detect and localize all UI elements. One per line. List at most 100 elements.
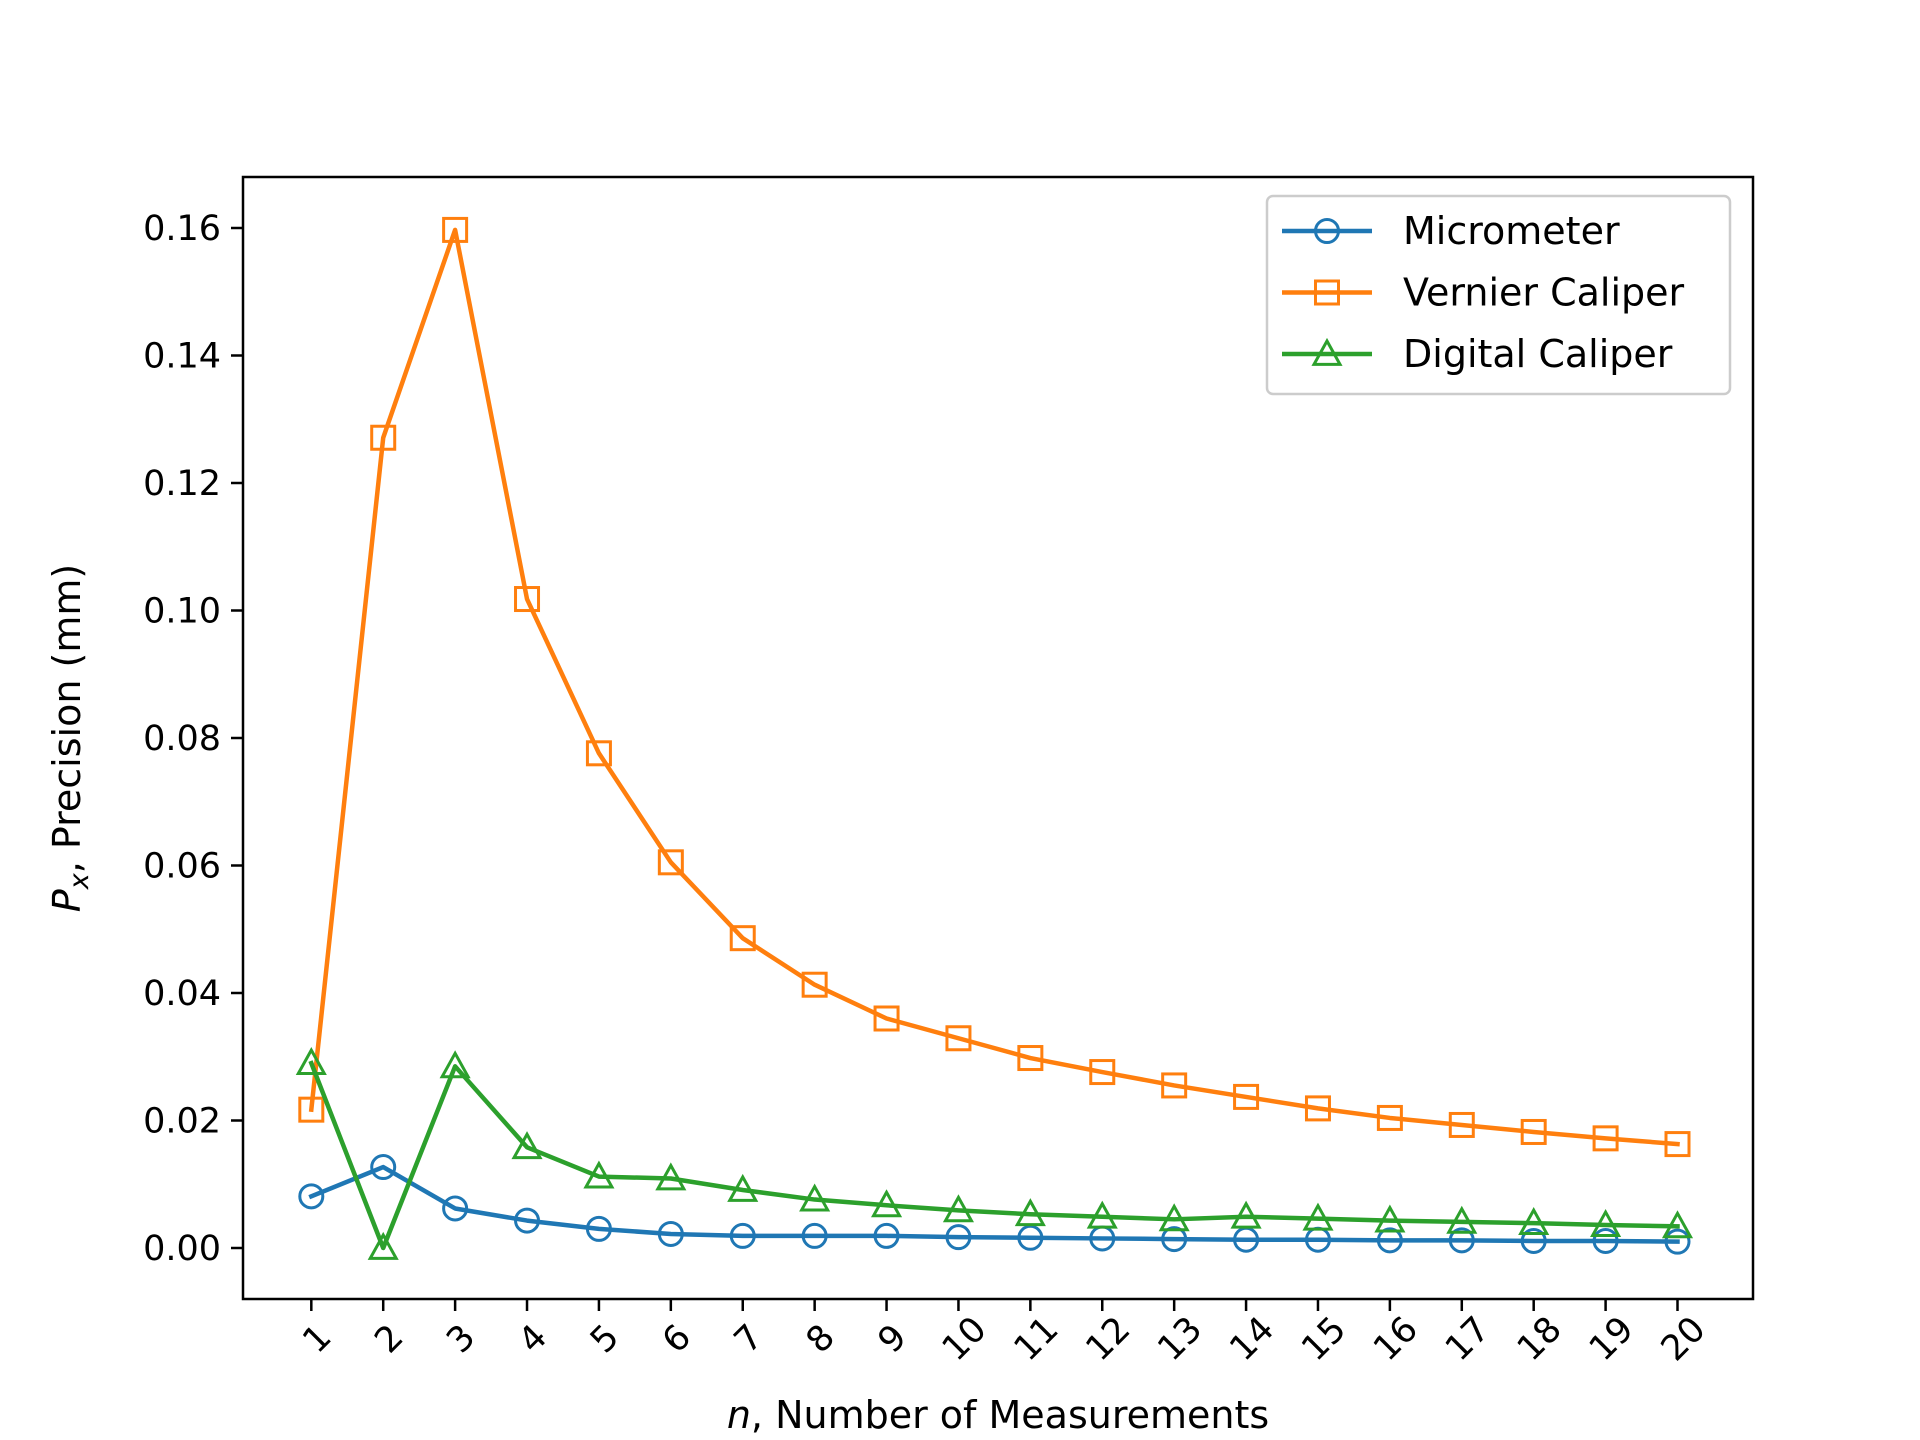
data-point [1376,1104,1403,1131]
y-axis-title: Px, Precision (mm) [45,564,95,912]
data-point [945,1025,972,1052]
y-tick-label: 0.02 [143,1102,221,1142]
data-point [1448,1227,1475,1254]
y-tick-label: 0.00 [143,1229,221,1269]
x-tick-label: 16 [1366,1309,1426,1369]
data-point [1014,1198,1046,1227]
y-axis-title-subscript: x [64,872,95,890]
legend-label: Vernier Caliper [1403,271,1685,315]
x-tick-label: 7 [727,1317,771,1361]
data-point [1664,1228,1691,1255]
legend-item: Digital Caliper [1282,332,1673,376]
data-point [942,1194,975,1223]
data-point [727,1173,759,1202]
legend-item: Micrometer [1282,209,1620,253]
data-point [1314,279,1340,306]
legend-item: Vernier Caliper [1282,271,1685,315]
data-point [873,1222,900,1249]
data-point [729,925,756,952]
x-tick-label: 8 [799,1317,843,1361]
legend-label: Micrometer [1403,209,1620,253]
x-tick-label: 13 [1150,1309,1210,1369]
data-point [295,1047,327,1076]
data-point [1017,1224,1044,1251]
x-tick-label: 18 [1510,1309,1570,1369]
y-tick-label: 0.10 [143,592,221,632]
data-point [1592,1227,1619,1254]
plot-marks [295,216,1694,1260]
data-point [1158,1203,1190,1232]
x-tick-label: 14 [1222,1309,1282,1369]
x-axis-title: n, Number of Measurements [727,1393,1269,1437]
data-point [442,1195,469,1222]
series-vernier-caliper [298,216,1691,1158]
data-point [801,1222,828,1249]
data-point [1664,1131,1691,1158]
data-point [1302,1202,1334,1231]
data-point [298,1096,325,1123]
data-point [657,849,684,876]
y-axis-title-variable: P [45,889,89,912]
legend: Micrometer Vernier Caliper Digital Caliper [1265,194,1732,396]
data-point [511,1131,543,1160]
data-point [1374,1204,1406,1233]
data-point [1161,1072,1188,1099]
data-point [1376,1227,1403,1254]
x-tick-label: 6 [655,1317,699,1361]
x-tick-label: 9 [871,1317,915,1361]
series-micrometer [298,1154,1691,1255]
data-point [873,1005,900,1032]
y-axis: 0.00 0.02 0.04 0.06 0.08 0.10 0.12 0.14 0.16 [143,209,243,1269]
data-point [1518,1207,1550,1236]
data-point [583,1160,615,1189]
data-point [729,1222,756,1249]
y-tick-label: 0.16 [143,209,221,249]
data-point [801,971,828,998]
data-point [1520,1227,1547,1254]
data-point [655,1162,687,1191]
x-tick-label: 1 [296,1317,340,1361]
series-digital-caliper [295,1047,1694,1260]
x-tick-label: 5 [583,1317,627,1361]
series-line [308,1060,1680,1251]
data-point [1017,1045,1044,1072]
data-point [1446,1205,1478,1234]
x-tick-label: 10 [935,1309,995,1369]
data-point [439,1050,471,1079]
x-axis: 1 2 3 4 5 6 7 8 9 10 11 12 13 14 15 16 17 18 19 20 [296,1299,1714,1369]
data-point [799,1183,831,1212]
x-tick-label: 12 [1079,1309,1139,1369]
data-point [870,1189,903,1218]
data-point [514,586,541,613]
y-tick-label: 0.14 [143,337,221,377]
y-tick-label: 0.08 [143,719,221,759]
data-point [514,1207,541,1234]
data-point [1230,1200,1262,1229]
x-tick-label: 15 [1294,1309,1354,1369]
data-point [945,1224,972,1251]
x-tick-label: 20 [1654,1309,1714,1369]
x-axis-title-text: , Number of Measurements [751,1393,1269,1437]
x-tick-label: 4 [511,1317,555,1361]
y-tick-label: 0.04 [143,974,221,1014]
data-point [1592,1125,1619,1152]
x-tick-label: 19 [1582,1309,1642,1369]
data-point [298,1183,325,1210]
data-point [367,1231,399,1260]
data-point [1314,218,1340,244]
data-point [370,424,397,451]
y-axis-title-text: , Precision (mm) [45,564,89,873]
data-point [1448,1111,1475,1138]
y-tick-label: 0.12 [143,464,221,504]
y-tick-label: 0.06 [143,847,221,887]
data-point [657,1220,684,1247]
data-point [1311,337,1343,366]
x-tick-label: 3 [439,1317,483,1361]
x-tick-label: 2 [367,1317,411,1361]
x-tick-label: 11 [1007,1309,1067,1369]
x-tick-label: 17 [1438,1309,1498,1369]
legend-frame [1265,194,1732,396]
data-point [1086,1200,1118,1229]
